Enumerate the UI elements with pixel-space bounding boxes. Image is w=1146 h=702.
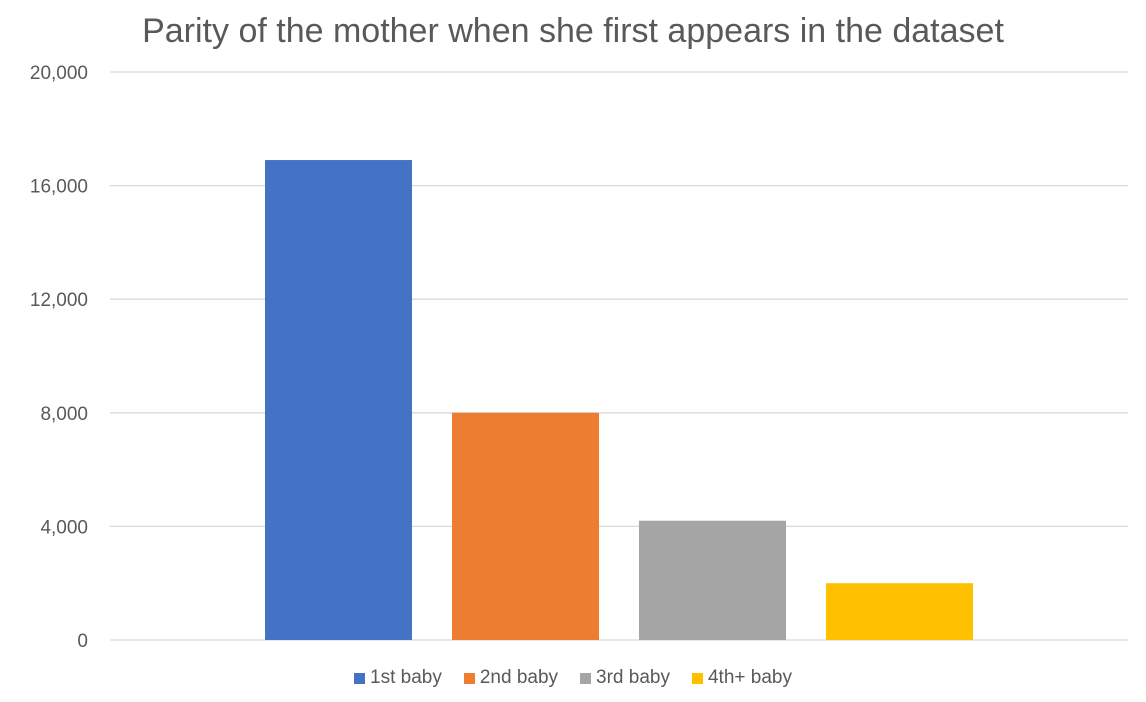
legend-item: 3rd baby bbox=[580, 667, 670, 689]
legend-item: 4th+ baby bbox=[691, 667, 792, 689]
legend-item: 2nd baby bbox=[463, 667, 559, 689]
legend-swatch bbox=[463, 672, 475, 684]
y-tick-label: 16,000 bbox=[30, 177, 88, 198]
y-tick-label: 8,000 bbox=[40, 404, 88, 425]
chart-title: Parity of the mother when she first appe… bbox=[142, 12, 1004, 50]
legend-label: 3rd baby bbox=[596, 667, 670, 688]
y-tick-label: 20,000 bbox=[30, 63, 88, 84]
legend-swatch bbox=[691, 672, 703, 684]
legend: 1st baby 2nd baby 3rd baby 4th+ baby bbox=[0, 667, 1146, 689]
y-tick-label: 4,000 bbox=[40, 517, 88, 538]
legend-swatch bbox=[580, 672, 592, 684]
legend-label: 2nd baby bbox=[479, 667, 559, 688]
y-tick-label: 12,000 bbox=[30, 290, 88, 311]
bars bbox=[265, 160, 973, 641]
gridlines bbox=[110, 71, 1128, 641]
legend-item: 1st baby bbox=[354, 667, 442, 689]
bar-4th-baby bbox=[826, 583, 973, 640]
bar-3rd-baby bbox=[639, 520, 786, 640]
legend-label: 1st baby bbox=[370, 667, 442, 688]
legend-label: 4th+ baby bbox=[707, 667, 792, 688]
bar-2nd-baby bbox=[452, 412, 599, 640]
y-tick-label: 0 bbox=[77, 631, 88, 652]
y-axis-tick-labels: 0 4,000 8,000 12,000 16,000 20,000 bbox=[30, 63, 88, 652]
legend-swatch bbox=[354, 672, 366, 684]
bar-1st-baby bbox=[265, 160, 412, 641]
